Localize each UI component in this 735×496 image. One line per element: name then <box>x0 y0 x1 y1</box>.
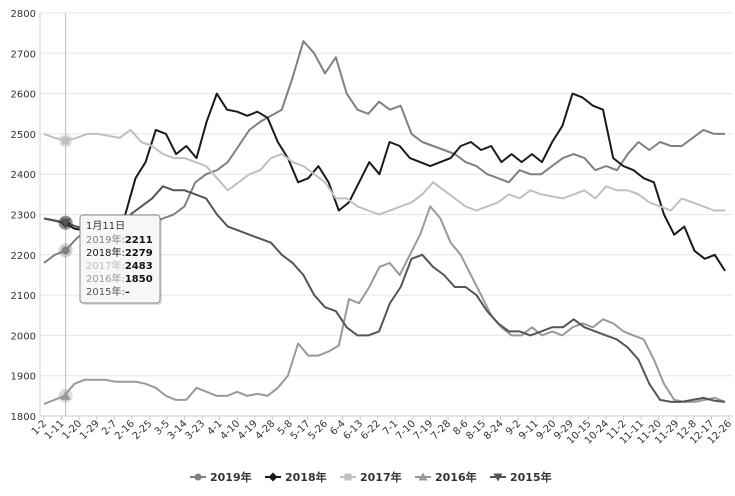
hover-marker <box>60 218 71 228</box>
legend-marker <box>268 472 278 482</box>
legend-label: 2015年 <box>510 470 552 484</box>
tooltip-series-value: 1850 <box>125 274 153 285</box>
tooltip: 1月11日2019年:22112018年:22792017年:24832016年… <box>79 214 162 305</box>
tooltip-series-name: 2016年: <box>86 272 125 285</box>
x-tick-label: 6-13 <box>341 418 365 442</box>
x-tick-label: 1-11 <box>43 418 67 442</box>
series-lines <box>43 40 726 405</box>
y-tick-label: 2400 <box>11 170 36 181</box>
tooltip-row: 2015年:– <box>86 285 130 298</box>
tooltip-title: 1月11日 <box>86 220 125 232</box>
y-tick-label: 2300 <box>11 211 36 222</box>
tooltip-row: 2016年:1850 <box>86 272 153 285</box>
legend-marker <box>418 472 428 481</box>
x-tick-label: 7-19 <box>412 418 436 442</box>
x-tick-label: 8-24 <box>482 418 506 442</box>
tooltip-series-value: 2211 <box>125 235 153 246</box>
legend[interactable]: 2019年 2018年 2017年 2016年 2015年 <box>190 470 552 484</box>
x-tick-label: 3-23 <box>183 418 207 442</box>
legend-label: 2017年 <box>360 470 402 484</box>
x-tick-label: 4-19 <box>236 418 260 442</box>
series-line-2018年 <box>43 92 726 272</box>
y-tick-label: 2200 <box>11 251 36 262</box>
x-tick-label: 4-28 <box>254 418 278 442</box>
x-tick-label: 9-20 <box>535 418 559 442</box>
x-tick-label: 5-26 <box>306 418 330 442</box>
x-tick-label: 1-29 <box>78 418 102 442</box>
legend-marker <box>344 473 352 481</box>
hover-indicator <box>58 13 73 416</box>
tooltip-series-value: 2483 <box>125 261 153 272</box>
x-tick-label: 7-10 <box>394 418 418 442</box>
x-tick-label: 9-11 <box>517 418 541 442</box>
legend-marker <box>493 473 503 482</box>
legend-marker <box>194 473 202 481</box>
tooltip-row: 2019年:2211 <box>86 233 153 246</box>
legend-item-2015年[interactable]: 2015年 <box>490 470 552 484</box>
x-tick-label: 7-28 <box>429 418 453 442</box>
tooltip-row: 2017年:2483 <box>86 259 153 272</box>
x-tick-label: 1-20 <box>60 418 84 442</box>
legend-label: 2019年 <box>210 470 252 484</box>
tooltip-series-value: – <box>125 287 130 298</box>
tooltip-row: 2018年:2279 <box>86 246 153 259</box>
series-line-2017年 <box>43 128 725 216</box>
x-tick-label: 3-14 <box>166 418 190 442</box>
y-tick-label: 2700 <box>11 49 36 60</box>
tooltip-series-name: 2018年: <box>86 246 125 259</box>
legend-item-2016年[interactable]: 2016年 <box>415 470 477 484</box>
y-tick-label: 2100 <box>11 291 36 302</box>
x-tick-label: 2-16 <box>113 418 137 442</box>
x-tick-label: 6-22 <box>359 418 383 442</box>
y-tick-label: 2800 <box>11 9 36 20</box>
y-tick-label: 1800 <box>11 412 36 423</box>
x-axis: 1-21-111-201-292-72-162-253-53-143-234-1… <box>30 415 734 447</box>
tooltip-series-name: 2019年: <box>86 233 125 246</box>
legend-item-2018年[interactable]: 2018年 <box>265 470 327 484</box>
legend-item-2017年[interactable]: 2017年 <box>340 470 402 484</box>
tooltip-series-value: 2279 <box>125 248 153 259</box>
hover-marker <box>61 136 70 145</box>
tooltip-series-name: 2017年: <box>86 259 125 272</box>
tooltip-box <box>79 214 161 304</box>
tooltip-series-name: 2015年: <box>86 285 125 298</box>
x-tick-label: 4-10 <box>218 418 242 442</box>
hover-marker <box>61 246 70 255</box>
series-line-2016年 <box>43 205 726 405</box>
y-tick-label: 2500 <box>11 130 36 141</box>
y-tick-label: 2600 <box>11 90 36 101</box>
x-tick-label: 5-17 <box>289 418 313 442</box>
legend-label: 2016年 <box>435 470 477 484</box>
hover-marker <box>60 390 71 400</box>
legend-item-2019年[interactable]: 2019年 <box>190 470 252 484</box>
y-tick-label: 1900 <box>11 372 36 383</box>
y-tick-label: 2000 <box>11 331 36 342</box>
series-line-2015年 <box>43 185 726 403</box>
legend-label: 2018年 <box>285 470 327 484</box>
x-tick-label: 8-15 <box>464 418 488 442</box>
y-axis: 1800 1900 2000 2100 2200 2300 2400 2500 2600 2700… <box>11 9 41 423</box>
x-tick-label: 2-25 <box>131 418 155 442</box>
